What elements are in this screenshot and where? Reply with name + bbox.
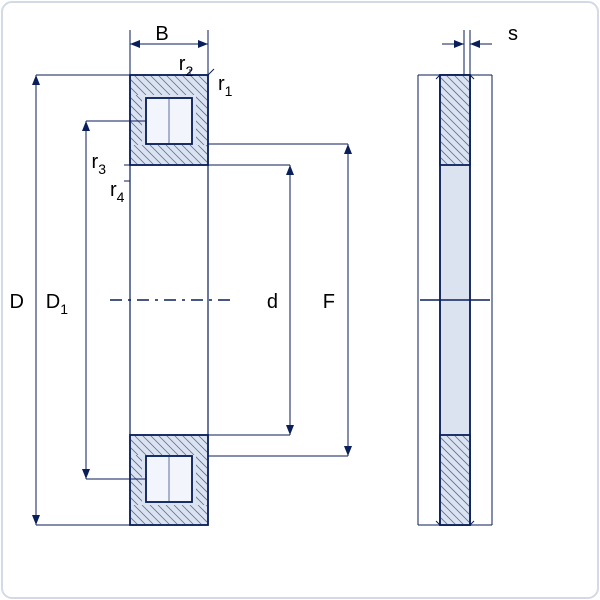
dim-r4: r4: [110, 179, 125, 205]
dim-F: F: [323, 291, 335, 313]
dim-r1: r1: [218, 73, 233, 99]
dim-r3: r3: [92, 151, 107, 177]
dim-B: B: [155, 23, 168, 45]
dim-D: D: [10, 291, 24, 313]
dim-d: d: [267, 291, 278, 313]
dim-s: s: [508, 23, 518, 45]
bearing-diagram: BsDD1dFr1r2r3r4: [0, 0, 600, 600]
dim-D1: D1: [46, 291, 68, 317]
